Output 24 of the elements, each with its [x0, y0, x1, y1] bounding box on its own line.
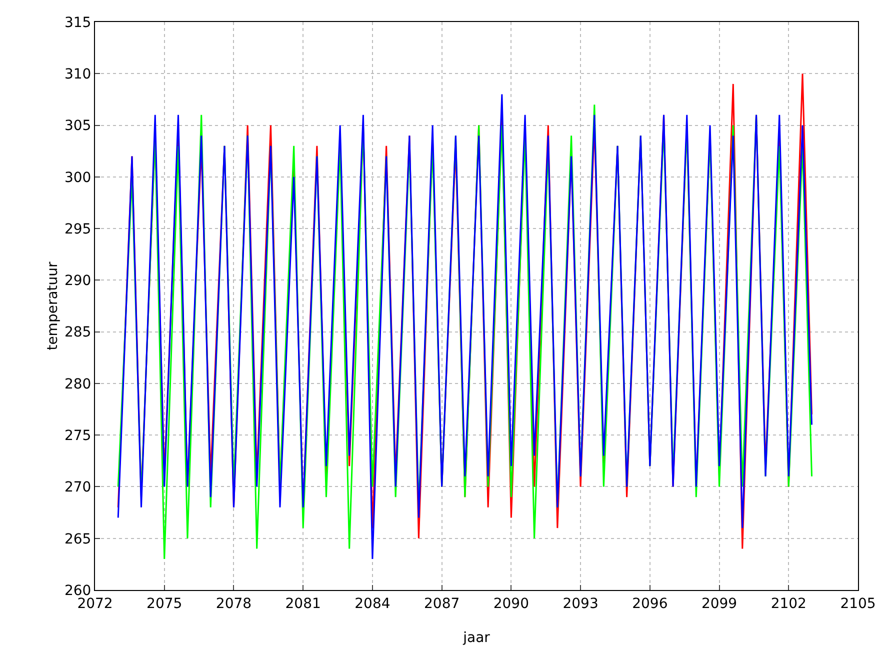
x-tick-label: 2105 — [840, 596, 876, 612]
x-tick-label: 2078 — [216, 596, 252, 612]
x-axis-title: jaar — [462, 630, 490, 646]
x-tick-label: 2084 — [354, 596, 390, 612]
x-tick-label: 2102 — [770, 596, 806, 612]
x-tick-label: 2081 — [285, 596, 321, 612]
y-tick-label: 275 — [64, 428, 92, 444]
y-tick-label: 285 — [64, 324, 92, 341]
y-axis-title: temperatuur — [45, 261, 61, 350]
x-tick-label: 2093 — [562, 596, 598, 612]
y-tick-label: 305 — [64, 118, 92, 134]
y-tick-label: 265 — [64, 531, 92, 548]
x-tick-label: 2096 — [632, 596, 668, 612]
x-tick-label: 2087 — [424, 596, 460, 612]
y-tick-label: 315 — [64, 14, 92, 31]
x-tick-label: 2075 — [146, 596, 182, 612]
x-tick-label: 2099 — [701, 596, 738, 612]
y-tick-label: 310 — [64, 66, 92, 83]
y-tick-label: 280 — [64, 376, 92, 392]
x-tick-label: 2090 — [493, 596, 529, 612]
y-tick-label: 290 — [64, 273, 92, 290]
y-tick-label: 270 — [64, 480, 92, 496]
y-tick-label: 295 — [64, 221, 92, 238]
y-tick-label: 300 — [64, 170, 92, 186]
